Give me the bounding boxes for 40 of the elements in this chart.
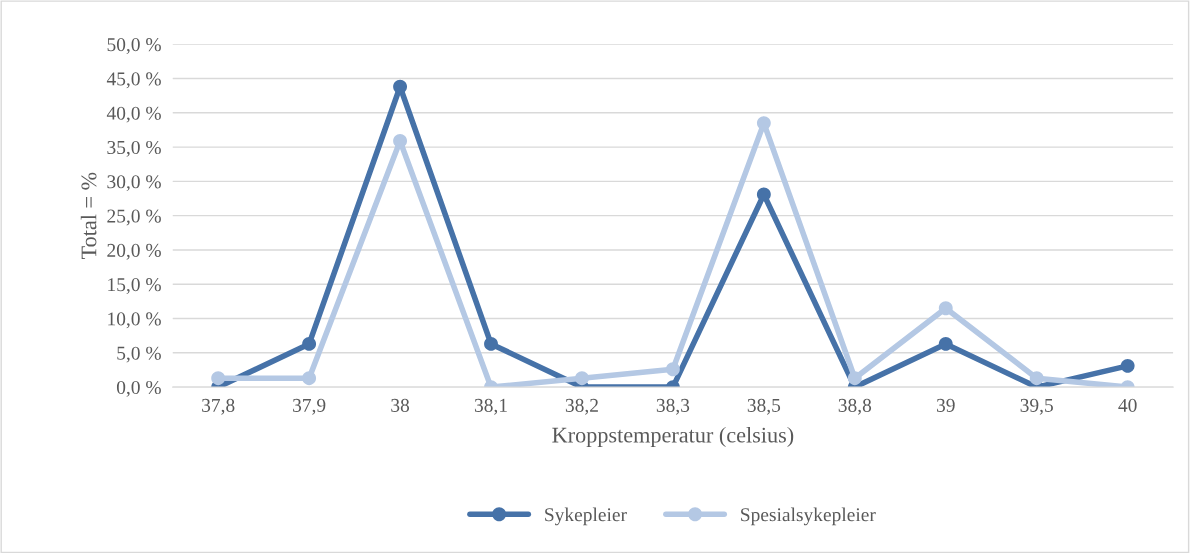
x-tick-label: 37,9 — [293, 398, 326, 415]
y-tick-label: 15,0 % — [108, 278, 161, 294]
x-tick-label: 37,8 — [202, 398, 235, 415]
point — [665, 362, 680, 377]
x-tick-label: 38,1 — [474, 398, 507, 415]
point — [938, 301, 953, 316]
x-tick-label: 38,8 — [838, 398, 872, 415]
point — [1120, 358, 1135, 373]
legend-label: Spesialsykepleier — [741, 507, 876, 526]
y-axis-title: Total = % — [80, 172, 97, 260]
x-axis-title: Kroppstemperatur (celsius) — [552, 426, 794, 448]
point — [1029, 371, 1044, 386]
x-tick-label: 39,5 — [1020, 398, 1053, 415]
x-tick-label: 38,5 — [747, 398, 781, 415]
y-tick-label: 25,0 % — [107, 209, 161, 226]
x-tick-label: 39 — [936, 398, 955, 412]
y-tick-label: 45,0 % — [106, 72, 161, 89]
y-tick-label: 50,0 % — [107, 38, 161, 54]
y-tick-label: 40,0 % — [106, 106, 161, 123]
y-tick-label: 5,0 % — [117, 346, 161, 363]
y-tick-label: 0,0 % — [116, 380, 161, 397]
x-tick-label: 38,3 — [656, 398, 690, 415]
point — [756, 187, 771, 202]
point — [393, 79, 408, 94]
point — [211, 371, 226, 386]
y-tick-label: 10,0 % — [108, 312, 161, 329]
x-tick-label: 40 — [1118, 398, 1137, 412]
point — [575, 371, 589, 386]
point — [938, 336, 953, 351]
legend-label: Sykepleier — [545, 507, 627, 526]
x-tick-label: 38,2 — [565, 398, 598, 415]
y-tick-label: 20,0 % — [107, 243, 161, 260]
x-tick-label: 38 — [391, 398, 410, 412]
point — [484, 336, 498, 351]
point — [847, 371, 862, 386]
y-tick-label: 35,0 % — [107, 140, 161, 157]
point — [302, 336, 317, 351]
point — [302, 371, 317, 386]
y-tick-label: 30,0 % — [107, 175, 161, 192]
point — [393, 133, 408, 148]
